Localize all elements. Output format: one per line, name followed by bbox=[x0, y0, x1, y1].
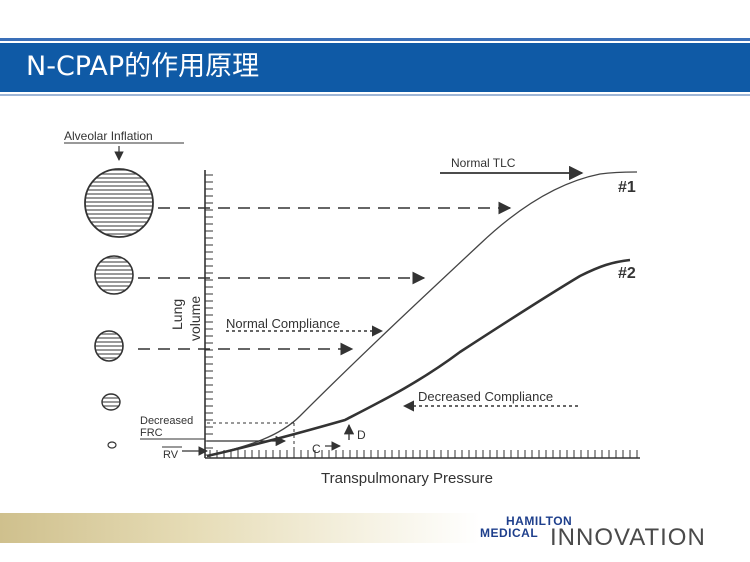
decreased-compliance-label: Decreased Compliance bbox=[418, 389, 553, 404]
alveolus-small-icon bbox=[101, 393, 121, 411]
header-bottom-rule bbox=[0, 94, 750, 96]
footer-band bbox=[0, 513, 480, 543]
logo-brand-line1: HAMILTON bbox=[506, 514, 573, 528]
y-axis-label-line1: Lung bbox=[169, 299, 185, 330]
curve-normal bbox=[206, 171, 638, 457]
title-bar: N-CPAP的作用原理 bbox=[0, 43, 750, 92]
logo-tagline: INNOVATION bbox=[550, 524, 706, 551]
decreased-frc-line2: FRC bbox=[140, 427, 163, 439]
alveolus-largest-icon bbox=[84, 168, 154, 238]
alveolar-inflation-label: Alveolar Inflation bbox=[64, 129, 153, 143]
curve1-label: #1 bbox=[618, 179, 636, 196]
curve2-label: #2 bbox=[618, 265, 636, 282]
rv-label: RV bbox=[163, 449, 179, 461]
alveolus-medium-icon bbox=[94, 330, 124, 362]
decreased-frc-line1: Decreased bbox=[140, 415, 193, 427]
slide-title: N-CPAP的作用原理 bbox=[26, 51, 260, 82]
x-axis-label: Transpulmonary Pressure bbox=[321, 470, 493, 487]
hamilton-logo: HAMILTON MEDICAL INNOVATION bbox=[480, 512, 740, 552]
x-axis-ticks bbox=[209, 450, 638, 458]
point-d-label: D bbox=[357, 428, 366, 442]
alveolus-smallest-icon bbox=[107, 441, 117, 449]
normal-compliance-label: Normal Compliance bbox=[226, 316, 340, 331]
alveolus-large-icon bbox=[94, 255, 134, 295]
compliance-diagram: Alveolar Inflation Normal TLC Lung volum… bbox=[64, 129, 640, 487]
y-axis-label-line2: volume bbox=[187, 296, 203, 341]
header-top-rule bbox=[0, 38, 750, 41]
y-axis-ticks bbox=[205, 174, 213, 456]
point-c-label: C bbox=[312, 442, 321, 456]
logo-brand-line2: MEDICAL bbox=[480, 526, 539, 540]
curve-decreased bbox=[206, 258, 631, 458]
normal-tlc-label: Normal TLC bbox=[451, 156, 516, 170]
